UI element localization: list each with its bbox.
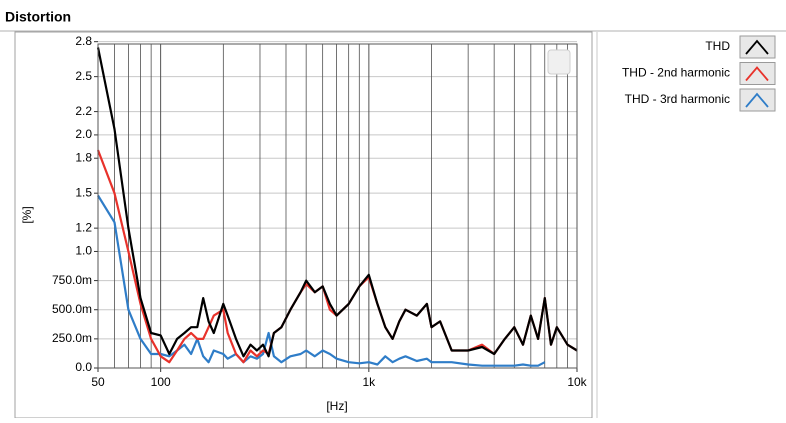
y-tick-label: 1.5 xyxy=(75,185,92,199)
y-tick-label: 2.2 xyxy=(75,104,92,118)
x-tick-label: 10k xyxy=(567,375,587,389)
y-tick-label: 500.0m xyxy=(52,302,92,316)
y-tick-label: 1.2 xyxy=(75,220,92,234)
plot-area xyxy=(98,44,577,368)
series-line xyxy=(96,47,578,358)
legend-swatch-box xyxy=(739,35,776,59)
y-tick-label: 1.8 xyxy=(75,150,92,164)
legend-swatch-box xyxy=(739,88,776,112)
y-tick-label: 1.0 xyxy=(75,244,92,258)
legend-swatch xyxy=(745,66,769,82)
y-tick-label: 2.8 xyxy=(75,34,92,48)
legend-label: THD - 2nd harmonic xyxy=(622,66,730,80)
y-tick-label: 250.0m xyxy=(52,331,92,345)
x-tick-label: 50 xyxy=(91,375,105,389)
legend-swatch xyxy=(745,39,769,55)
x-tick-label: 1k xyxy=(362,375,376,389)
legend-label: THD - 3rd harmonic xyxy=(625,92,730,106)
plot-border xyxy=(97,43,578,369)
chart-title: Distortion xyxy=(5,9,71,25)
grid xyxy=(94,41,578,372)
legend: THD THD - 2nd harmonic THD - 3rd harmonic xyxy=(622,35,776,112)
graph-palette-icon[interactable] xyxy=(547,49,571,75)
x-tick-label: 100 xyxy=(151,375,171,389)
y-tick-label: 750.0m xyxy=(52,273,92,287)
y-tick-label: 2.0 xyxy=(75,127,92,141)
x-axis-label: [Hz] xyxy=(326,399,347,413)
legend-swatch xyxy=(745,92,769,108)
series-line xyxy=(97,194,546,367)
y-axis-label: [%] xyxy=(20,206,34,223)
lines xyxy=(96,47,578,367)
y-tick-label: 2.5 xyxy=(75,69,92,83)
legend-label: THD xyxy=(705,39,730,53)
y-tick-label: 0.0 xyxy=(75,360,92,374)
legend-swatch-box xyxy=(739,62,776,85)
